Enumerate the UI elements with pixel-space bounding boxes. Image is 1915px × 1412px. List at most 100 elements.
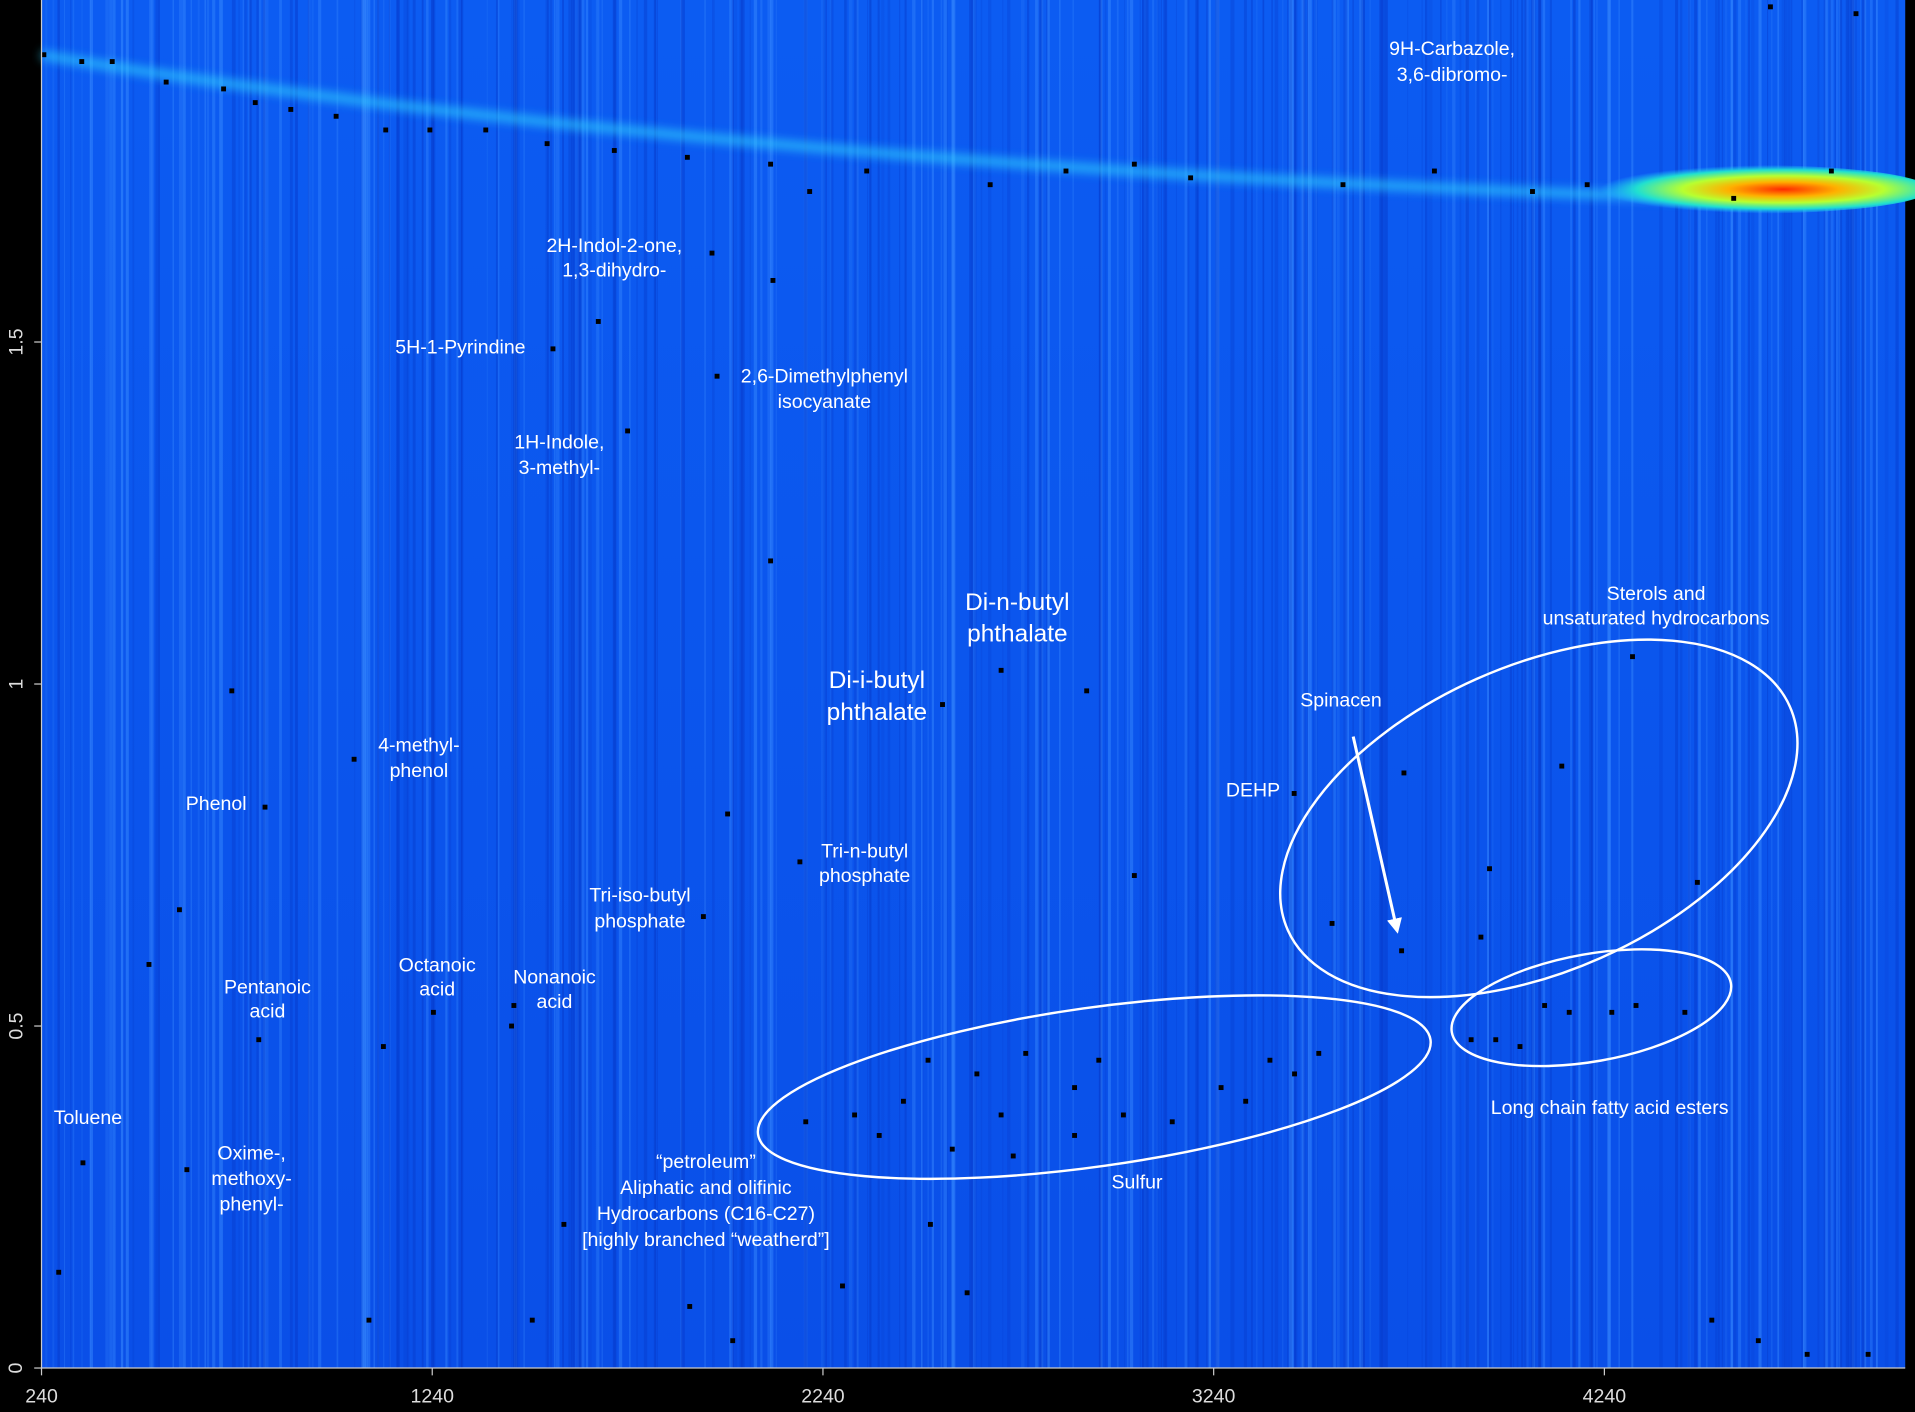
streak — [1230, 0, 1234, 1369]
streak — [460, 0, 463, 1369]
streak — [571, 0, 575, 1369]
streak — [45, 0, 48, 1369]
streak — [869, 0, 871, 1369]
streak — [1007, 0, 1011, 1369]
annotation: Sulfur — [1112, 1172, 1164, 1194]
peak — [987, 182, 993, 188]
streak — [1618, 0, 1620, 1369]
streak — [1895, 0, 1899, 1369]
peak — [1131, 161, 1137, 167]
streak — [263, 0, 266, 1369]
streak — [364, 0, 368, 1369]
streak — [1361, 0, 1365, 1369]
peak — [366, 1317, 372, 1323]
streak — [1156, 0, 1158, 1369]
peak — [1188, 175, 1194, 181]
x-tick-label: 2240 — [801, 1385, 845, 1407]
streak — [1538, 0, 1542, 1369]
streak — [149, 0, 153, 1369]
peak — [229, 688, 235, 694]
streak — [1724, 0, 1728, 1369]
streak — [426, 0, 429, 1369]
annotation: Aliphatic and olifinic — [620, 1177, 792, 1199]
streak — [770, 0, 774, 1369]
streak — [749, 0, 752, 1369]
x-tick-label: 3240 — [1192, 1385, 1236, 1407]
streak — [1380, 0, 1383, 1369]
peak — [770, 278, 776, 283]
streak — [412, 0, 416, 1369]
peak — [1169, 1119, 1175, 1125]
streak — [1187, 0, 1190, 1369]
streak — [1459, 0, 1462, 1369]
streak — [1175, 0, 1177, 1369]
streak — [1784, 0, 1788, 1369]
streak — [1361, 0, 1363, 1369]
streak — [190, 0, 192, 1369]
streak — [952, 0, 954, 1369]
annotation: acid — [419, 979, 455, 1001]
streak — [1144, 0, 1148, 1369]
streak — [1040, 0, 1044, 1369]
streak — [1777, 0, 1780, 1369]
streak — [729, 0, 734, 1369]
streak — [363, 0, 367, 1369]
streak — [922, 0, 924, 1369]
peak — [1131, 873, 1137, 878]
streak — [362, 0, 365, 1369]
peak — [177, 907, 182, 913]
peak — [709, 250, 715, 256]
streak — [1721, 0, 1724, 1369]
ellipse — [1279, 638, 1799, 999]
streak — [1659, 0, 1663, 1369]
annotation: Tri-iso-butyl — [589, 885, 690, 907]
streak — [57, 0, 60, 1369]
streak — [523, 0, 525, 1369]
streak — [1631, 0, 1635, 1369]
peak — [852, 1112, 858, 1118]
streak — [1516, 0, 1519, 1369]
streak — [588, 0, 592, 1369]
streak — [1163, 0, 1166, 1369]
streak — [1716, 0, 1720, 1369]
streak — [406, 0, 408, 1369]
streak — [1476, 0, 1480, 1369]
x-tick-label: 4240 — [1583, 1385, 1627, 1407]
streak — [403, 0, 407, 1369]
streak — [1293, 0, 1297, 1369]
streak — [1607, 0, 1609, 1369]
streak — [1680, 0, 1683, 1369]
streak — [1215, 0, 1219, 1369]
streak — [377, 0, 379, 1369]
streak — [830, 0, 834, 1369]
streak — [577, 0, 579, 1369]
streak — [1591, 0, 1593, 1369]
streak — [618, 0, 623, 1369]
peak — [974, 1071, 980, 1077]
streak — [1274, 0, 1279, 1369]
streak — [1715, 0, 1717, 1369]
streak — [822, 0, 825, 1369]
streak — [510, 0, 513, 1369]
peak — [383, 127, 389, 133]
streak — [1302, 0, 1306, 1369]
streak — [1307, 0, 1310, 1369]
streak — [1440, 0, 1442, 1369]
streak — [1770, 0, 1773, 1369]
streak — [1531, 0, 1534, 1369]
peak — [1316, 1050, 1322, 1056]
streak — [1282, 0, 1284, 1369]
streak — [1489, 0, 1491, 1369]
peak — [109, 59, 115, 65]
streak — [1196, 0, 1200, 1369]
annotation: phenyl- — [220, 1194, 284, 1216]
streak — [1509, 0, 1512, 1369]
peak — [511, 1003, 517, 1008]
streak — [1038, 0, 1040, 1369]
streak — [456, 0, 459, 1369]
annotation: Nonanoic — [513, 967, 596, 989]
peak — [1243, 1098, 1249, 1104]
streak — [973, 0, 977, 1369]
streak — [1823, 0, 1826, 1369]
peak — [430, 1009, 436, 1015]
